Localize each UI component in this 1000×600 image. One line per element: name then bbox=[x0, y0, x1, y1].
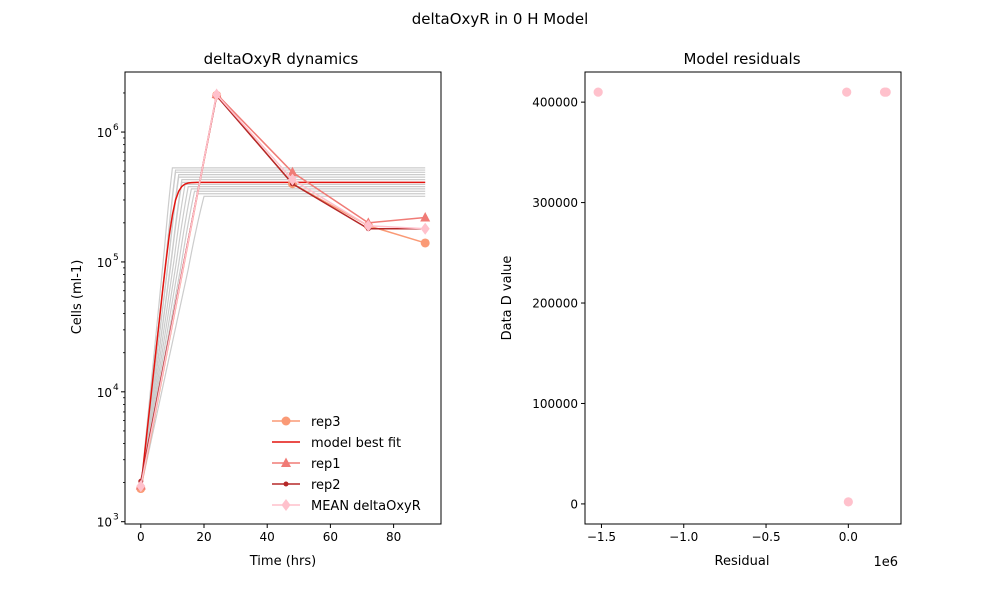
y-tick-label: 0 bbox=[570, 497, 578, 511]
series-marker-2 bbox=[420, 211, 431, 222]
ensemble-line bbox=[140, 183, 426, 489]
ensemble-line bbox=[140, 179, 426, 489]
x-tick-label: 0 bbox=[137, 530, 145, 544]
ensemble-line bbox=[140, 195, 426, 489]
residual-point bbox=[593, 87, 603, 97]
y-tick-label: 300000 bbox=[532, 196, 578, 210]
figure-title: deltaOxyR in 0 H Model bbox=[412, 10, 589, 28]
dynamics-plot-area bbox=[135, 88, 431, 494]
series-marker-4 bbox=[287, 173, 297, 186]
x-tick-label: −1.5 bbox=[587, 530, 616, 544]
x-tick-label: 0.0 bbox=[839, 530, 858, 544]
y-tick-label: 10 bbox=[97, 126, 112, 140]
y-tick-label: 10 bbox=[97, 386, 112, 400]
dynamics-xlabel: Time (hrs) bbox=[249, 554, 316, 569]
y-tick-label: 10 bbox=[97, 516, 112, 530]
legend-label: model best fit bbox=[311, 436, 401, 451]
x-tick-label: 20 bbox=[196, 530, 211, 544]
legend-label: MEAN deltaOxyR bbox=[311, 499, 421, 514]
x-tick-label: −1.0 bbox=[669, 530, 698, 544]
series-marker-4 bbox=[212, 88, 222, 101]
residuals-offset-label: 1e6 bbox=[873, 555, 898, 570]
dynamics-plot-frame bbox=[124, 71, 442, 525]
series-marker-4 bbox=[136, 480, 146, 493]
legend-marker bbox=[281, 416, 291, 426]
ensemble-line bbox=[140, 176, 426, 489]
legend-label: rep2 bbox=[311, 478, 341, 493]
series-marker-0 bbox=[420, 238, 430, 248]
series-marker-4 bbox=[420, 222, 430, 235]
y-tick-exponent: 5 bbox=[113, 253, 119, 263]
dynamics-chart: deltaOxyR dynamics Time (hrs) Cells (ml-… bbox=[70, 50, 442, 569]
legend-marker bbox=[283, 481, 289, 487]
series-marker-4 bbox=[363, 219, 373, 232]
y-tick-label: 100000 bbox=[532, 397, 578, 411]
series-marker-2 bbox=[287, 166, 298, 177]
y-tick-exponent: 4 bbox=[113, 383, 119, 393]
ensemble-line bbox=[140, 167, 426, 489]
legend-marker bbox=[281, 499, 291, 511]
dynamics-ylabel: Cells (ml-1) bbox=[70, 260, 85, 335]
residuals-xlabel: Residual bbox=[715, 554, 770, 569]
legend-label: rep3 bbox=[311, 415, 341, 430]
y-tick-label: 400000 bbox=[532, 96, 578, 110]
ensemble-line bbox=[140, 190, 426, 489]
residuals-plot-frame bbox=[584, 71, 902, 525]
residual-point bbox=[881, 87, 891, 97]
residual-point bbox=[843, 497, 853, 507]
y-tick-exponent: 6 bbox=[113, 123, 119, 133]
ensemble-line bbox=[140, 186, 426, 489]
residual-point bbox=[842, 87, 852, 97]
residuals-chart: Model residuals Residual Data D value 1e… bbox=[500, 50, 902, 570]
x-tick-label: −0.5 bbox=[751, 530, 780, 544]
x-tick-label: 60 bbox=[323, 530, 338, 544]
x-tick-label: 40 bbox=[260, 530, 275, 544]
x-tick-label: 80 bbox=[386, 530, 401, 544]
legend-marker bbox=[281, 457, 291, 467]
ensemble-line bbox=[140, 188, 426, 489]
dynamics-legend: rep3 model best fit rep1 rep2 MEAN deltaOxy… bbox=[272, 415, 421, 514]
residuals-ylabel: Data D value bbox=[500, 256, 515, 341]
ensemble-line bbox=[140, 174, 426, 489]
legend-label: rep1 bbox=[311, 457, 341, 472]
y-tick-label: 10 bbox=[97, 256, 112, 270]
y-tick-exponent: 3 bbox=[113, 513, 119, 523]
dynamics-title: deltaOxyR dynamics bbox=[204, 50, 359, 68]
residuals-title: Model residuals bbox=[683, 50, 800, 68]
y-tick-label: 200000 bbox=[532, 297, 578, 311]
